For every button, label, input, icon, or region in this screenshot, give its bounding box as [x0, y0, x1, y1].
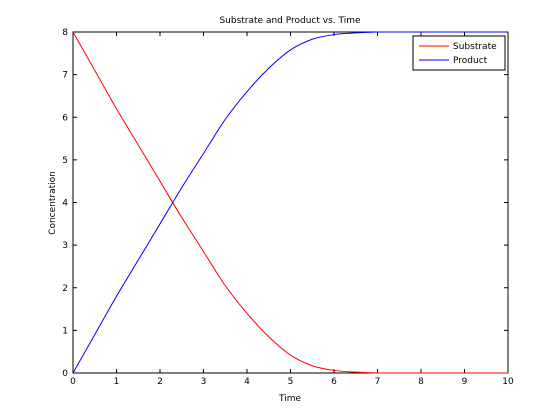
x-tick-label: 7	[375, 377, 381, 387]
plot-area	[72, 31, 509, 374]
series-layer	[72, 31, 508, 374]
y-tick-label: 3	[62, 241, 68, 251]
x-axis: 0 1 2 3 4 5 6 7 8 9 10	[70, 32, 514, 387]
y-tick-label: 7	[62, 71, 68, 81]
x-tick-label: 1	[114, 377, 120, 387]
y-tick-label: 6	[62, 113, 68, 123]
y-tick-label: 2	[62, 284, 68, 294]
y-tick-label: 4	[62, 199, 68, 209]
y-axis: 0 1 2 3 4 5 6 7 8	[62, 28, 508, 379]
legend-label-product: Product	[453, 56, 488, 66]
x-tick-label: 8	[418, 377, 424, 387]
x-tick-label: 9	[462, 377, 468, 387]
y-tick-label: 0	[62, 369, 68, 379]
x-axis-label: Time	[278, 394, 301, 404]
chart-title: Substrate and Product vs. Time	[219, 16, 361, 26]
legend: Substrate Product	[412, 35, 506, 71]
y-axis-label: Concentration	[48, 171, 58, 235]
y-tick-label: 8	[62, 28, 68, 38]
legend-label-substrate: Substrate	[453, 42, 497, 52]
series-line-substrate	[72, 31, 508, 374]
x-tick-label: 4	[244, 377, 250, 387]
x-tick-label: 3	[201, 377, 207, 387]
x-tick-label: 10	[502, 377, 514, 387]
y-tick-label: 1	[62, 326, 68, 336]
x-tick-label: 6	[331, 377, 337, 387]
x-tick-label: 0	[70, 377, 76, 387]
x-tick-label: 5	[288, 377, 294, 387]
y-tick-label: 5	[62, 156, 68, 166]
x-tick-label: 2	[157, 377, 163, 387]
legend-box	[412, 35, 506, 71]
series-line-product	[72, 31, 508, 374]
